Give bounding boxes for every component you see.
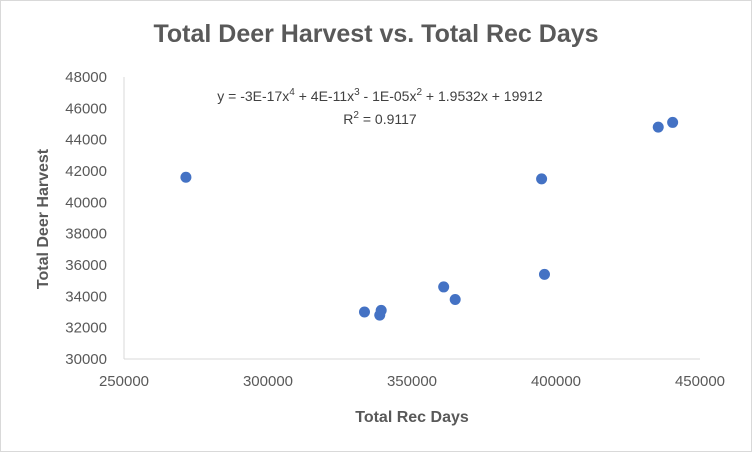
data-point	[180, 171, 192, 183]
y-tick-label: 36000	[65, 257, 107, 274]
y-tick-label: 46000	[65, 100, 107, 117]
y-tick-label: 42000	[65, 163, 107, 180]
data-point	[438, 281, 450, 293]
data-point	[375, 304, 387, 316]
data-point	[652, 121, 664, 133]
chart-title: Total Deer Harvest vs. Total Rec Days	[153, 20, 599, 48]
x-tick-label: 350000	[387, 373, 437, 390]
y-tick-label: 44000	[65, 132, 107, 149]
tick-labels: 30000 32000 34000 36000 38000 40000 42000 44000…	[65, 69, 725, 390]
y-tick-label: 40000	[65, 194, 107, 211]
data-point	[536, 173, 548, 185]
y-tick-label: 32000	[65, 320, 107, 337]
data-point	[358, 306, 370, 318]
x-tick-label: 450000	[675, 373, 725, 390]
x-tick-label: 250000	[99, 373, 149, 390]
trendline-equation: y = -3E-17x4 + 4E-11x3 - 1E-05x2 + 1.953…	[217, 87, 543, 104]
y-axis-title: Total Deer Harvest	[35, 148, 52, 289]
x-axis-title: Total Rec Days	[355, 409, 469, 426]
axes	[123, 77, 700, 360]
data-points	[180, 116, 679, 321]
r-squared-label: R2 = 0.9117	[343, 110, 417, 127]
y-tick-label: 38000	[65, 226, 107, 243]
y-tick-label: 48000	[65, 69, 107, 86]
data-point	[667, 116, 679, 128]
x-tick-label: 400000	[531, 373, 581, 390]
y-tick-label: 30000	[65, 351, 107, 368]
y-tick-label: 34000	[65, 288, 107, 305]
data-point	[538, 268, 550, 280]
x-tick-label: 300000	[243, 373, 293, 390]
data-point	[449, 293, 461, 305]
